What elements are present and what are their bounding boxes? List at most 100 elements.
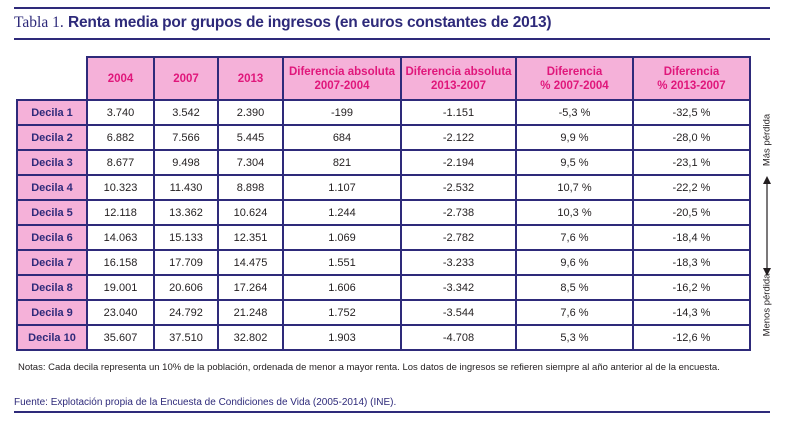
table-cell: 12.351: [217, 224, 284, 251]
table-row: Decila 7 16.158 17.709 14.475 1.551 -3.233 9,6…: [16, 249, 751, 276]
column-header-2004: 2004: [86, 56, 155, 101]
row-label: Decila 9: [16, 299, 88, 326]
table-cell: 10,7 %: [515, 174, 634, 201]
table-cell: 7.304: [217, 149, 284, 176]
table-cell: 37.510: [153, 324, 219, 351]
column-header-line2: 2007-2004: [314, 79, 370, 92]
column-header-line2: % 2013-2007: [657, 79, 726, 92]
table-title-main: Renta media por grupos de ingresos (en e…: [68, 14, 552, 31]
table-cell: 1.069: [282, 224, 402, 251]
empty-corner: [17, 57, 87, 100]
table-cell: 1.107: [282, 174, 402, 201]
row-label: Decila 10: [16, 324, 88, 351]
table-cell: 11.430: [153, 174, 219, 201]
row-label: Decila 5: [16, 199, 88, 226]
table-cell: 9,9 %: [515, 124, 634, 151]
column-header-line1: Diferencia absoluta: [288, 65, 396, 78]
table-cell: 7,6 %: [515, 224, 634, 251]
table-cell: -16,2 %: [632, 274, 751, 301]
table-cell: 10.323: [86, 174, 155, 201]
table-cell: 9,5 %: [515, 149, 634, 176]
table-cell: 20.606: [153, 274, 219, 301]
loss-indicator: Más pérdida Menos pérdida: [752, 100, 782, 352]
column-header-line1: 2004: [107, 72, 134, 85]
table-cell: 14.475: [217, 249, 284, 276]
row-label: Decila 4: [16, 174, 88, 201]
table-cell: 8.677: [86, 149, 155, 176]
column-header-line1: Diferencia: [546, 65, 603, 78]
table-cell: 14.063: [86, 224, 155, 251]
column-header-line1: 2007: [173, 72, 199, 85]
column-header-abs-diff-2007-2004: Diferencia absoluta 2007-2004: [282, 56, 402, 101]
table-cell: 1.903: [282, 324, 402, 351]
table-title: Tabla 1. Renta media por grupos de ingre…: [14, 14, 552, 32]
table-cell: 684: [282, 124, 402, 151]
column-header-abs-diff-2013-2007: Diferencia absoluta 2013-2007: [400, 56, 517, 101]
column-header-line2: 2013-2007: [431, 79, 486, 92]
column-header-2007: 2007: [153, 56, 219, 101]
table-cell: -20,5 %: [632, 199, 751, 226]
table-row: Decila 10 35.607 37.510 32.802 1.903 -4.708 5,…: [16, 324, 751, 351]
table-cell: 3.740: [86, 99, 155, 126]
table-cell: -2.782: [400, 224, 517, 251]
table-cell: 1.244: [282, 199, 402, 226]
table-cell: -22,2 %: [632, 174, 751, 201]
table-cell: 9,6 %: [515, 249, 634, 276]
table-cell: 15.133: [153, 224, 219, 251]
table-cell: 8,5 %: [515, 274, 634, 301]
title-rule: [14, 38, 770, 40]
table-cell: 1.551: [282, 249, 402, 276]
table-cell: 32.802: [217, 324, 284, 351]
table-cell: 7.566: [153, 124, 219, 151]
row-label: Decila 3: [16, 149, 88, 176]
table-cell: -2.532: [400, 174, 517, 201]
column-header-2013: 2013: [217, 56, 284, 101]
table-cell: 24.792: [153, 299, 219, 326]
table-cell: 5.445: [217, 124, 284, 151]
table-cell: 3.542: [153, 99, 219, 126]
table-cell: 1.752: [282, 299, 402, 326]
table-cell: -28,0 %: [632, 124, 751, 151]
table-cell: 6.882: [86, 124, 155, 151]
table-body: Decila 1 3.740 3.542 2.390 -199 -1.151 -5,3 % -…: [16, 99, 751, 351]
table-cell: -5,3 %: [515, 99, 634, 126]
table-row: Decila 5 12.118 13.362 10.624 1.244 -2.738 10,…: [16, 199, 751, 226]
table-cell: -3.233: [400, 249, 517, 276]
column-header-line2: % 2007-2004: [540, 79, 609, 92]
table-cell: -14,3 %: [632, 299, 751, 326]
table-cell: 2.390: [217, 99, 284, 126]
table-cell: 13.362: [153, 199, 219, 226]
table-cell: 5,3 %: [515, 324, 634, 351]
table-cell: -3.544: [400, 299, 517, 326]
table-cell: -18,4 %: [632, 224, 751, 251]
column-header-line1: 2013: [237, 72, 264, 85]
row-label: Decila 2: [16, 124, 88, 151]
column-header-line1: Diferencia absoluta: [405, 65, 512, 78]
row-label: Decila 6: [16, 224, 88, 251]
table-cell: 12.118: [86, 199, 155, 226]
table-row: Decila 8 19.001 20.606 17.264 1.606 -3.342 8,5…: [16, 274, 751, 301]
table-row: Decila 1 3.740 3.542 2.390 -199 -1.151 -5,3 % -…: [16, 99, 751, 126]
table-cell: 17.264: [217, 274, 284, 301]
row-label: Decila 7: [16, 249, 88, 276]
column-header-pct-diff-2013-2007: Diferencia% 2013-2007: [632, 56, 751, 101]
column-header-pct-diff-2007-2004: Diferencia% 2007-2004: [515, 56, 634, 101]
table-cell: 10.624: [217, 199, 284, 226]
table-cell: -2.738: [400, 199, 517, 226]
table-cell: 21.248: [217, 299, 284, 326]
table-cell: -12,6 %: [632, 324, 751, 351]
table-row: Decila 6 14.063 15.133 12.351 1.069 -2.782 7,6…: [16, 224, 751, 251]
header-row: 2004 2007 2013 Diferencia absoluta 2007-2…: [17, 56, 751, 101]
double-arrow-vertical-icon: [763, 176, 771, 276]
row-label: Decila 8: [16, 274, 88, 301]
table-cell: -32,5 %: [632, 99, 751, 126]
table-cell: 10,3 %: [515, 199, 634, 226]
table-source: Fuente: Explotación propia de la Encuest…: [14, 397, 397, 408]
table-cell: 23.040: [86, 299, 155, 326]
table-notes: Notas: Cada decila representa un 10% de …: [18, 362, 720, 373]
table-cell: 35.607: [86, 324, 155, 351]
table-cell: 8.898: [217, 174, 284, 201]
bottom-rule: [14, 411, 770, 413]
table-cell: 17.709: [153, 249, 219, 276]
table-cell: 7,6 %: [515, 299, 634, 326]
